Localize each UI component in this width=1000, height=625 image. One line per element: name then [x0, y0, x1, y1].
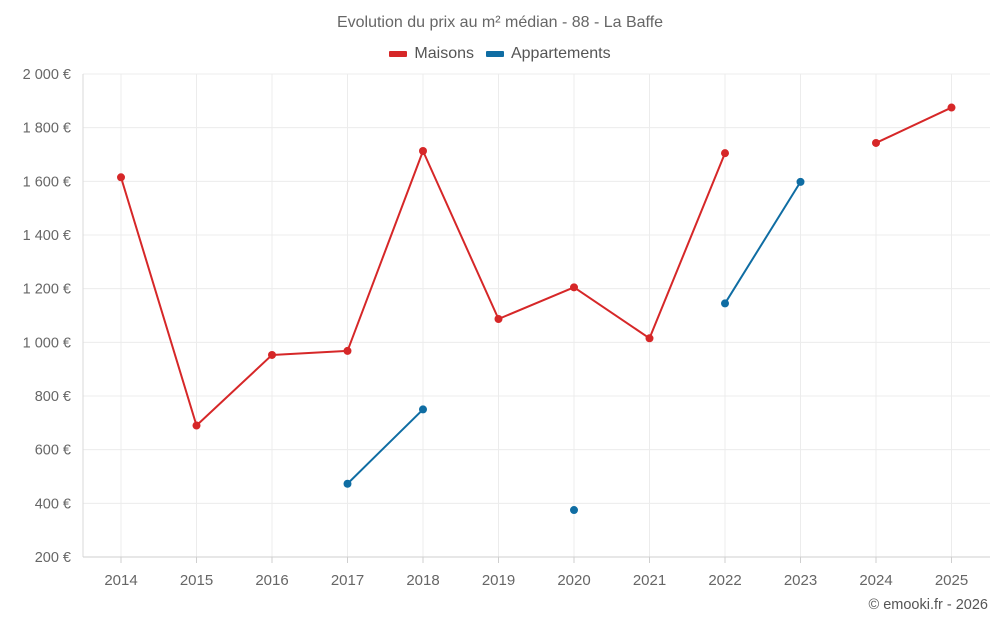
x-tick-label: 2023 [784, 572, 817, 589]
data-point-maisons [721, 149, 729, 158]
data-point-maisons [192, 421, 201, 430]
series-line-segment-maisons [497, 286, 575, 320]
y-tick-label: 400 € [35, 496, 71, 512]
x-tick-label: 2019 [482, 572, 515, 589]
y-tick-label: 200 € [35, 550, 71, 566]
legend-item-appartements[interactable]: Appartements [485, 45, 611, 63]
y-tick-label: 800 € [35, 389, 71, 405]
axes: 200 € 400 € 600 € 800 € 1 000 € 1 200 € 1 400 … [23, 67, 990, 589]
data-point-appartements [570, 506, 578, 515]
data-point-maisons [872, 138, 880, 147]
chart-title: Evolution du prix au m² médian - 88 - La… [336, 14, 664, 31]
x-tick-label: 2024 [859, 572, 892, 589]
data-point-maisons [494, 314, 503, 323]
series-line-segment-maisons [648, 152, 726, 340]
series-line-segment-maisons [422, 150, 500, 320]
series-line-segment-maisons [875, 106, 953, 144]
y-tick-label: 1 800 € [23, 121, 71, 137]
x-tick-label: 2017 [331, 572, 364, 589]
y-tick-label: 1 200 € [23, 282, 71, 298]
data-point-maisons [645, 334, 654, 343]
legend-swatch-maisons [389, 51, 408, 57]
series-maisons [117, 103, 956, 430]
data-point-appartements [796, 177, 805, 186]
data-point-maisons [947, 103, 956, 112]
x-tick-label: 2015 [180, 572, 213, 589]
legend: Maisons Appartements [0, 45, 1000, 63]
series-appartements [343, 177, 805, 515]
y-tick-label: 1 000 € [23, 335, 71, 351]
y-tick-label: 600 € [35, 443, 71, 459]
gridlines [83, 73, 990, 558]
credit-text: © emooki.fr - 2026 [868, 597, 988, 613]
y-tick-label: 1 400 € [23, 228, 71, 244]
data-point-maisons [268, 350, 276, 359]
series-line-segment-maisons [573, 286, 651, 340]
data-point-appartements [419, 405, 427, 414]
series-line-segment-maisons [346, 150, 424, 352]
series-line-segment-appartements [346, 408, 424, 485]
legend-label-appartements: Appartements [510, 45, 611, 62]
y-tick-label: 1 600 € [23, 174, 71, 190]
x-tick-label: 2020 [557, 572, 590, 589]
series-line-segment-maisons [195, 353, 273, 427]
x-tick-label: 2016 [255, 572, 288, 589]
x-tick-label: 2014 [104, 572, 137, 589]
x-tick-label: 2025 [935, 572, 968, 589]
data-point-appartements [721, 299, 729, 308]
y-tick-label: 2 000 € [23, 67, 71, 83]
data-point-maisons [419, 147, 427, 156]
series-line-segment-appartements [724, 180, 802, 305]
data-point-maisons [570, 283, 578, 292]
series-line-segment-maisons [271, 349, 349, 356]
x-tick-label: 2018 [406, 572, 439, 589]
data-point-maisons [117, 173, 125, 182]
legend-label-maisons: Maisons [414, 45, 474, 62]
data-point-appartements [343, 479, 352, 488]
data-point-maisons [343, 346, 352, 355]
legend-item-maisons[interactable]: Maisons [389, 45, 474, 63]
legend-swatch-appartements [485, 51, 504, 57]
series-line-segment-maisons [120, 176, 198, 427]
x-tick-label: 2022 [708, 572, 741, 589]
x-tick-label: 2021 [633, 572, 666, 589]
series-layer [117, 103, 956, 515]
